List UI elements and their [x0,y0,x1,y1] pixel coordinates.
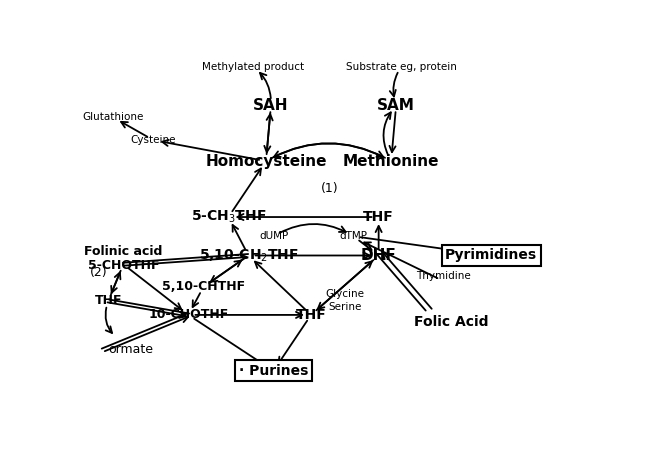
Text: Serine: Serine [328,302,361,312]
Text: SAH: SAH [253,98,289,113]
Text: dUMP: dUMP [259,231,288,241]
Text: 5-CH$_3$THF: 5-CH$_3$THF [191,209,266,225]
Text: Homocysteine: Homocysteine [205,153,327,168]
Text: THF: THF [94,295,122,307]
Text: Glycine: Glycine [325,289,364,299]
Text: (2): (2) [89,266,107,280]
Text: 10-CHOTHF: 10-CHOTHF [149,308,229,321]
Text: Glutathione: Glutathione [83,113,144,123]
Text: Folic Acid: Folic Acid [414,315,488,329]
Text: THF: THF [296,308,326,322]
Text: DHF: DHF [360,248,397,263]
Text: SAM: SAM [377,98,415,113]
Text: Substrate eg, protein: Substrate eg, protein [346,62,457,72]
Text: · Purines: · Purines [239,364,308,378]
Text: (1): (1) [321,182,339,195]
Text: Pyrimidines: Pyrimidines [445,248,537,262]
Text: 5-CHOTHF: 5-CHOTHF [88,260,159,272]
Text: dTMP: dTMP [340,231,368,241]
Text: Thymidine: Thymidine [416,271,471,281]
Text: Folinic acid: Folinic acid [84,246,163,258]
Text: Methionine: Methionine [343,153,439,168]
Text: 5,10-CH$_2$THF: 5,10-CH$_2$THF [198,247,298,264]
Text: ormate: ormate [109,343,153,356]
Text: Methylated product: Methylated product [202,62,304,72]
Text: Cysteine: Cysteine [130,135,176,145]
Text: THF: THF [363,210,394,224]
Text: 5,10-CHTHF: 5,10-CHTHF [162,281,245,293]
